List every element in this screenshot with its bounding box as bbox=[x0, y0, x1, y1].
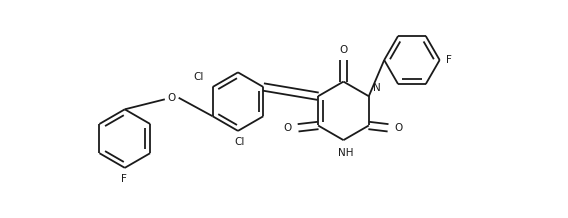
Text: Cl: Cl bbox=[235, 137, 245, 147]
Text: O: O bbox=[394, 123, 403, 133]
Text: Cl: Cl bbox=[193, 72, 203, 82]
Text: F: F bbox=[121, 174, 127, 184]
Text: O: O bbox=[283, 123, 292, 133]
Text: N: N bbox=[373, 83, 381, 93]
Text: F: F bbox=[446, 55, 452, 65]
Text: O: O bbox=[339, 45, 348, 55]
Text: NH: NH bbox=[338, 148, 353, 158]
Text: O: O bbox=[168, 93, 176, 103]
